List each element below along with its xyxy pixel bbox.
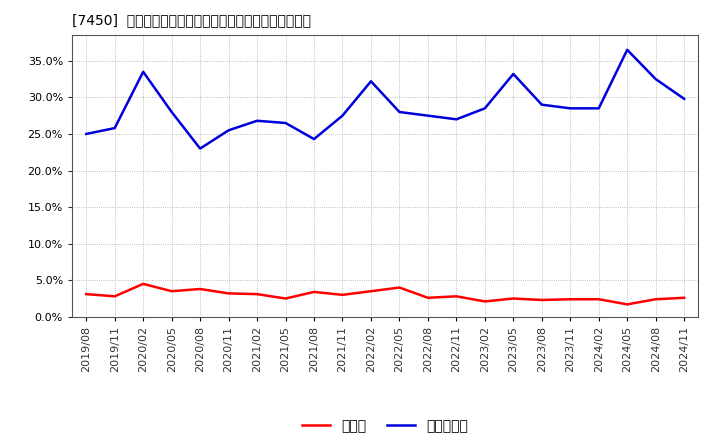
有利子負債 <box>509 71 518 77</box>
有利子負債 <box>680 96 688 102</box>
有利子負債 <box>139 69 148 74</box>
有利子負債 <box>623 47 631 52</box>
現領金 <box>623 302 631 307</box>
現領金 <box>225 291 233 296</box>
現領金 <box>366 289 375 294</box>
現領金 <box>423 295 432 301</box>
有利子負債 <box>167 110 176 115</box>
現領金 <box>253 291 261 297</box>
有利子負債 <box>537 102 546 107</box>
有利子負債 <box>452 117 461 122</box>
Legend: 現領金, 有利子負債: 現領金, 有利子負債 <box>297 414 474 439</box>
現領金 <box>452 293 461 299</box>
現領金 <box>566 297 575 302</box>
有利子負債 <box>652 77 660 82</box>
有利子負債 <box>423 113 432 118</box>
有利子負債 <box>566 106 575 111</box>
現領金 <box>395 285 404 290</box>
有利子負債 <box>110 125 119 131</box>
現領金 <box>82 291 91 297</box>
現領金 <box>110 293 119 299</box>
有利子負債 <box>395 110 404 115</box>
現領金 <box>537 297 546 303</box>
有利子負債 <box>225 128 233 133</box>
現領金 <box>167 289 176 294</box>
現領金 <box>595 297 603 302</box>
有利子負債 <box>366 79 375 84</box>
有利子負債 <box>253 118 261 123</box>
現領金 <box>480 299 489 304</box>
現領金 <box>680 295 688 301</box>
現領金 <box>652 297 660 302</box>
現領金 <box>282 296 290 301</box>
有利子負債 <box>282 120 290 125</box>
現領金 <box>509 296 518 301</box>
Line: 現領金: 現領金 <box>86 284 684 304</box>
現領金 <box>310 289 318 294</box>
有利子負債 <box>310 136 318 142</box>
有利子負債 <box>338 113 347 118</box>
有利子負債 <box>480 106 489 111</box>
有利子負債 <box>196 146 204 151</box>
有利子負債 <box>595 106 603 111</box>
Line: 有利子負債: 有利子負債 <box>86 50 684 149</box>
Text: [7450]  現領金、有利子負債の総資産に対する比率の推移: [7450] 現領金、有利子負債の総資産に対する比率の推移 <box>72 13 311 27</box>
現領金 <box>139 281 148 286</box>
現領金 <box>196 286 204 292</box>
現領金 <box>338 292 347 297</box>
有利子負債 <box>82 131 91 136</box>
